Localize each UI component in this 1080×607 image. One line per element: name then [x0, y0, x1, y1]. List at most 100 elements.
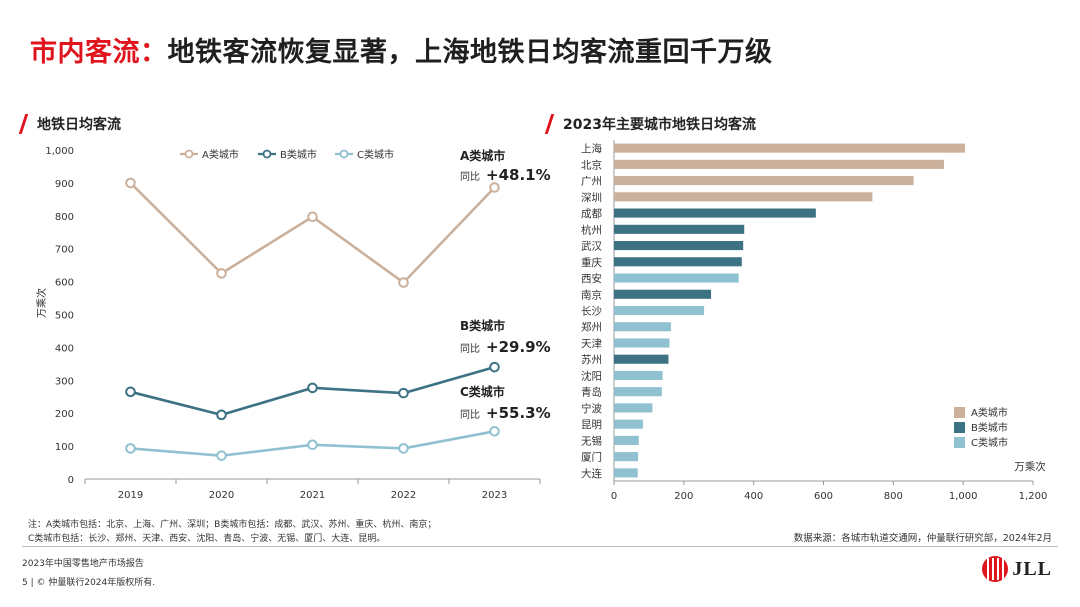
legend-swatch-A: [954, 407, 965, 418]
bar-B: [614, 257, 742, 267]
legend-label-C: C类城市: [357, 148, 394, 161]
legend-marker-B: [262, 149, 272, 159]
x-tick-label: 1,200: [1019, 491, 1048, 502]
page-title-rest: 地铁客流恢复显著，上海地铁日均客流重回千万级: [167, 37, 773, 68]
y-tick-label: 900: [55, 179, 74, 190]
annotation-prefix-A: 同比: [460, 171, 480, 183]
x-axis-unit-label: 万乘次: [1014, 460, 1046, 473]
bar-B: [614, 224, 745, 234]
page-title-highlight: 市内客流：: [30, 37, 168, 68]
category-label: 广州: [581, 176, 602, 188]
category-label: 西安: [581, 272, 602, 285]
data-point-B: [216, 409, 227, 421]
y-tick-label: 600: [55, 278, 74, 289]
bar-C: [614, 435, 639, 445]
x-tick-label: 1,000: [949, 491, 978, 502]
data-point-A: [398, 277, 409, 288]
right-chart-heading: 2023年主要城市地铁日均客流: [544, 114, 756, 134]
legend-label-A: A类城市: [202, 148, 239, 161]
data-point-A: [216, 268, 227, 279]
legend-marker-C: [339, 149, 349, 159]
bar-C: [614, 387, 662, 397]
series-line-A: [129, 181, 496, 285]
data-source: 数据来源：各城市轨道交通网，仲量联行研究部，2024年2月: [793, 533, 1052, 544]
bar-C: [614, 273, 739, 283]
y-tick-label: 700: [55, 245, 74, 256]
bar-C: [614, 419, 643, 429]
category-label: 天津: [581, 338, 602, 350]
x-tick-label: 2022: [391, 490, 416, 501]
y-tick-label: 300: [55, 376, 74, 387]
category-label: 北京: [581, 158, 602, 171]
bar-C: [614, 468, 638, 478]
annotation-title-C: C类城市: [460, 384, 505, 399]
footer-divider: [22, 546, 1058, 547]
bar-C: [614, 338, 670, 348]
bar-A: [614, 143, 965, 153]
x-tick-label: 2019: [118, 490, 143, 501]
jll-logo: JLL: [982, 556, 1052, 582]
footer-copyright: 5 | © 仲量联行2024年版权所有.: [22, 578, 156, 588]
left-chart-heading-text: 地铁日均客流: [37, 117, 121, 133]
legend-label-A: A类城市: [971, 406, 1008, 419]
bar-C: [614, 370, 663, 380]
annotation-title-B: B类城市: [460, 318, 505, 333]
line-chart: 0 100 200 300 400 500 600 700 800 900 1,000 2019 202…: [35, 146, 551, 501]
x-tick-label: 800: [884, 491, 903, 502]
annotation-prefix-B: 同比: [460, 343, 480, 355]
y-tick-label: 1,000: [45, 146, 74, 157]
note-line-1: 注：A类城市包括：北京、上海、广州、深圳；B类城市包括：成都、武汉、苏州、重庆、…: [28, 520, 437, 530]
data-point-B: [398, 387, 409, 399]
legend-label-C: C类城市: [971, 436, 1008, 449]
y-tick-label: 100: [55, 442, 74, 453]
bar-A: [614, 159, 944, 169]
bar-chart: 上海北京广州深圳成都杭州武汉重庆西安南京长沙郑州天津苏州沈阳青岛宁波昆明无锡厦门…: [581, 140, 1048, 502]
category-label: 沈阳: [581, 369, 602, 382]
right-chart-heading-text: 2023年主要城市地铁日均客流: [563, 117, 756, 133]
legend-swatch-C: [954, 437, 965, 448]
x-tick-label: 2020: [209, 490, 234, 501]
data-point-B: [125, 386, 136, 398]
legend-swatch-B: [954, 422, 965, 433]
y-tick-label: 400: [55, 343, 74, 354]
category-label: 昆明: [581, 419, 602, 431]
category-label: 武汉: [581, 240, 602, 253]
category-label: 厦门: [581, 451, 602, 464]
y-axis-label: 万乘次: [35, 288, 48, 318]
category-label: 南京: [581, 288, 602, 301]
bar-B: [614, 354, 669, 364]
note-line-2: C类城市包括：长沙、郑州、天津、西安、沈阳、青岛、宁波、无锡、厦门、大连、昆明。: [28, 534, 386, 544]
category-label: 长沙: [581, 306, 602, 318]
x-tick-label: 2023: [482, 490, 507, 501]
page-title: 市内客流：地铁客流恢复显著，上海地铁日均客流重回千万级: [30, 30, 773, 69]
bar-C: [614, 452, 639, 462]
annotation-value-C: +55.3%: [486, 404, 551, 422]
data-point-B: [307, 382, 318, 394]
bar-A: [614, 176, 914, 186]
jll-logo-mark-icon: [982, 556, 1009, 582]
bar-C: [614, 403, 653, 413]
data-point-C: [489, 425, 500, 437]
category-label: 成都: [581, 208, 602, 220]
x-tick-label: 200: [674, 491, 693, 502]
category-label: 郑州: [581, 321, 602, 334]
data-point-C: [216, 450, 227, 461]
bar-B: [614, 289, 712, 299]
x-tick-label: 2021: [300, 490, 325, 501]
y-tick-label: 200: [55, 409, 74, 420]
bar-B: [614, 208, 816, 218]
category-label: 杭州: [581, 223, 602, 236]
annotation-value-B: +29.9%: [486, 338, 551, 356]
category-label: 重庆: [581, 256, 602, 269]
annotation-prefix-C: 同比: [460, 409, 480, 421]
bar-B: [614, 241, 744, 251]
x-tick-label: 400: [744, 491, 763, 502]
annotation-value-A: +48.1%: [486, 166, 551, 184]
y-tick-label: 800: [55, 212, 74, 223]
category-label: 青岛: [581, 386, 602, 399]
annotation-title-A: A类城市: [460, 148, 505, 163]
left-chart-heading: 地铁日均客流: [18, 114, 121, 134]
legend-label-B: B类城市: [280, 148, 317, 161]
category-label: 深圳: [581, 192, 602, 204]
footer-report-name: 2023年中国零售地产市场报告: [22, 559, 144, 569]
